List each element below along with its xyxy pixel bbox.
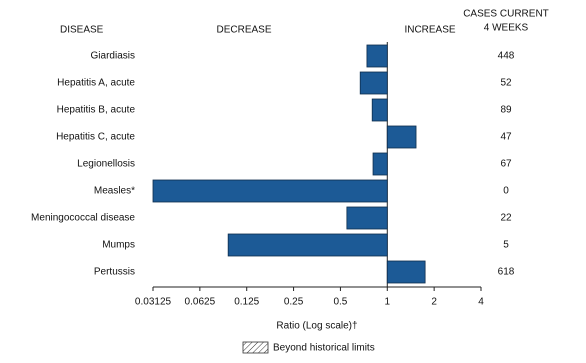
bar: [372, 152, 388, 176]
cases-value: 0: [503, 186, 509, 197]
category-label: Hepatitis A, acute: [57, 78, 135, 89]
x-tick-label: 4: [478, 297, 484, 308]
x-tick-label: 0.03125: [135, 297, 172, 308]
bar: [359, 71, 388, 95]
legend-label: Beyond historical limits: [273, 343, 375, 354]
cases-value: 22: [500, 213, 512, 224]
bar: [386, 125, 417, 149]
category-label: Hepatitis C, acute: [56, 132, 135, 143]
x-tick-label: 0.125: [234, 297, 259, 308]
cases-value: 618: [498, 267, 515, 278]
bar: [366, 44, 388, 68]
bar: [152, 179, 388, 203]
x-tick-label: 0.0625: [185, 297, 216, 308]
cases-value: 52: [500, 78, 512, 89]
bar: [227, 233, 388, 257]
cases-value: 89: [500, 105, 512, 116]
cases-value: 67: [500, 159, 512, 170]
cases-value: 5: [503, 240, 509, 251]
x-tick-label: 0.5: [333, 297, 347, 308]
category-label: Measles*: [94, 186, 135, 197]
category-label: Hepatitis B, acute: [57, 105, 136, 116]
bar: [371, 98, 388, 122]
bar: [346, 206, 388, 230]
header-cases: 4 WEEKS: [484, 23, 529, 34]
cases-value: 47: [500, 132, 512, 143]
x-tick-label: 1: [385, 297, 391, 308]
category-label: Giardiasis: [91, 51, 135, 62]
header-decrease: DECREASE: [216, 25, 271, 36]
header-disease: DISEASE: [60, 25, 104, 36]
x-axis-label: Ratio (Log scale)†: [276, 321, 357, 332]
x-tick-label: 2: [431, 297, 437, 308]
category-label: Pertussis: [94, 267, 135, 278]
category-label: Meningococcal disease: [31, 213, 135, 224]
category-label: Legionellosis: [77, 159, 135, 170]
header-increase: INCREASE: [404, 25, 455, 36]
bar: [386, 260, 426, 284]
header-cases: CASES CURRENT: [463, 9, 549, 20]
x-tick-label: 0.25: [284, 297, 304, 308]
category-label: Mumps: [102, 240, 135, 251]
cases-value: 448: [498, 51, 515, 62]
legend-swatch: [242, 341, 269, 354]
